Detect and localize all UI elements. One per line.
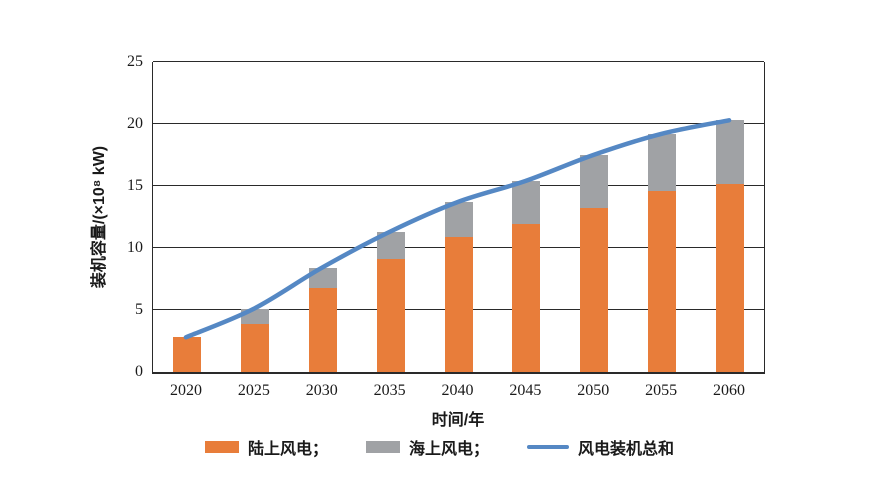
y-axis-title: 装机容量/(×10⁸ kW) (91, 145, 108, 289)
y-tick-label: 20 (127, 115, 143, 132)
x-axis-title: 时间/年 (431, 412, 485, 429)
y-tick-label: 0 (135, 363, 143, 380)
legend-label-total: 风电装机总和 (578, 441, 675, 458)
bar-2045-海上风电 (512, 181, 541, 225)
x-tick-label: 2060 (713, 382, 746, 399)
x-tick-label: 2040 (441, 382, 474, 399)
y-tick-label: 10 (127, 239, 143, 256)
legend-label-offshore: 海上风电； (408, 441, 489, 458)
bar-2060-陆上风电 (716, 183, 745, 372)
x-tick-label: 2055 (645, 382, 678, 399)
x-tick-label: 2050 (577, 382, 610, 399)
offshore-swatch-icon (365, 441, 400, 453)
total-line-swatch-icon (527, 444, 569, 450)
bar-2050-海上风电 (580, 155, 609, 209)
x-tick-label: 2020 (169, 382, 202, 399)
total-line-chart (183, 118, 732, 340)
bar-2025-陆上风电 (240, 323, 269, 372)
legend-item-total: 风电装机总和 (527, 435, 674, 459)
gridline-y-15 (153, 185, 764, 186)
bar-2030-陆上风电 (308, 287, 337, 372)
bar-2040-海上风电 (444, 202, 473, 237)
x-tick-label: 2035 (373, 382, 406, 399)
bar-2055-陆上风电 (648, 190, 677, 372)
bar-2060-海上风电 (716, 120, 745, 184)
plot-area (152, 61, 765, 374)
bar-2040-陆上风电 (444, 236, 473, 372)
bar-2035-陆上风电 (376, 259, 405, 372)
legend-item-onshore: 陆上风电； (204, 435, 328, 459)
bar-2055-海上风电 (648, 133, 677, 191)
bar-2045-陆上风电 (512, 224, 541, 372)
legend-item-offshore: 海上风电； (365, 435, 489, 459)
gridline-y-20 (153, 123, 764, 124)
x-tick-label: 2030 (305, 382, 338, 399)
bar-2020-陆上风电 (172, 337, 201, 372)
y-tick-label: 25 (127, 53, 143, 70)
x-tick-label: 2045 (509, 382, 542, 399)
total-line (183, 118, 732, 340)
onshore-swatch-icon (204, 441, 239, 453)
legend: 陆上风电； 海上风电； 风电装机总和 (0, 436, 879, 458)
legend-label-onshore: 陆上风电； (247, 441, 328, 458)
y-tick-label: 5 (135, 301, 143, 318)
x-tick-label: 2025 (237, 382, 270, 399)
gridline-y-25 (153, 61, 764, 62)
bar-2050-陆上风电 (580, 208, 609, 372)
y-tick-label: 15 (127, 177, 143, 194)
